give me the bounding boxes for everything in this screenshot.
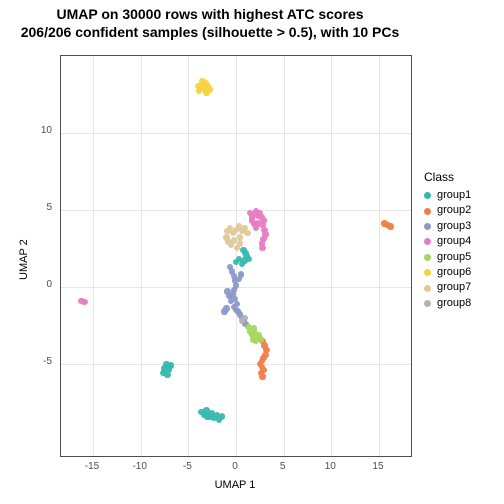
data-point	[245, 256, 251, 262]
data-point	[219, 413, 225, 419]
legend-item: group6	[424, 265, 471, 280]
data-point	[199, 78, 205, 84]
legend-item: group2	[424, 203, 471, 218]
plot-area	[60, 55, 412, 457]
legend-item: group3	[424, 219, 471, 234]
y-tick-label: -5	[22, 356, 52, 367]
data-point	[259, 245, 265, 251]
data-point	[241, 315, 247, 321]
data-point	[237, 240, 243, 246]
legend-swatch	[424, 285, 431, 292]
legend-label: group3	[437, 219, 471, 234]
legend-item: group7	[424, 280, 471, 295]
legend-swatch	[424, 254, 431, 261]
legend-label: group4	[437, 234, 471, 249]
data-point	[259, 373, 265, 379]
legend-swatch	[424, 208, 431, 215]
data-point	[387, 223, 393, 229]
legend-label: group6	[437, 265, 471, 280]
grid-vertical	[93, 56, 94, 456]
y-tick-label: 5	[22, 202, 52, 213]
legend-label: group8	[437, 296, 471, 311]
data-point	[224, 288, 230, 294]
data-point	[223, 305, 229, 311]
legend-title: Class	[424, 170, 471, 184]
x-tick-label: 15	[358, 461, 398, 472]
data-point	[81, 299, 87, 305]
legend-swatch	[424, 223, 431, 230]
legend-swatch	[424, 269, 431, 276]
x-tick-label: 5	[263, 461, 303, 472]
data-point	[244, 230, 250, 236]
x-tick-label: 10	[310, 461, 350, 472]
data-point	[223, 234, 229, 240]
legend-label: group5	[437, 250, 471, 265]
legend-item: group1	[424, 188, 471, 203]
data-point	[164, 372, 170, 378]
title-line2: 206/206 confident samples (silhouette > …	[0, 24, 420, 42]
legend-label: group1	[437, 188, 471, 203]
grid-vertical	[188, 56, 189, 456]
y-tick-label: 0	[22, 279, 52, 290]
x-tick-label: -10	[120, 461, 160, 472]
grid-horizontal	[61, 210, 411, 211]
legend-item: group8	[424, 296, 471, 311]
legend-swatch	[424, 300, 431, 307]
data-point	[250, 336, 256, 342]
legend-swatch	[424, 238, 431, 245]
grid-vertical	[379, 56, 380, 456]
chart-title: UMAP on 30000 rows with highest ATC scor…	[0, 6, 420, 41]
data-point	[203, 89, 209, 95]
legend-label: group2	[437, 203, 471, 218]
data-point	[240, 247, 246, 253]
grid-horizontal	[61, 364, 411, 365]
grid-horizontal	[61, 133, 411, 134]
data-point	[238, 271, 244, 277]
title-line1: UMAP on 30000 rows with highest ATC scor…	[0, 6, 420, 24]
legend: Class group1group2group3group4group5grou…	[424, 170, 471, 311]
data-point	[168, 362, 174, 368]
data-point	[258, 336, 264, 342]
grid-vertical	[331, 56, 332, 456]
x-tick-label: -15	[72, 461, 112, 472]
data-point	[196, 88, 202, 94]
legend-swatch	[424, 192, 431, 199]
legend-item: group4	[424, 234, 471, 249]
x-tick-label: -5	[167, 461, 207, 472]
data-point	[249, 217, 255, 223]
legend-label: group7	[437, 280, 471, 295]
y-tick-label: 10	[22, 125, 52, 136]
x-axis-label: UMAP 1	[60, 479, 410, 491]
grid-vertical	[284, 56, 285, 456]
legend-item: group5	[424, 250, 471, 265]
x-tick-label: 0	[215, 461, 255, 472]
grid-vertical	[141, 56, 142, 456]
